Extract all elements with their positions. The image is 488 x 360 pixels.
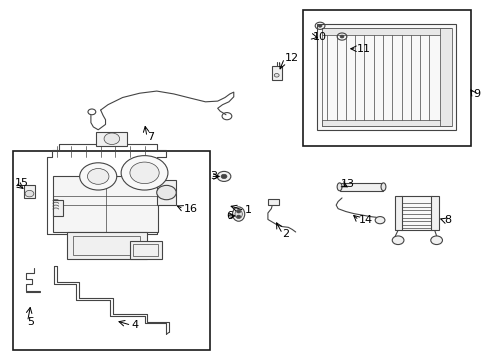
Text: 8: 8	[444, 215, 450, 225]
Text: 9: 9	[473, 89, 480, 99]
Bar	[394, 196, 401, 230]
Bar	[157, 180, 176, 205]
Bar	[267, 199, 278, 205]
Bar	[13, 151, 210, 350]
Circle shape	[25, 190, 34, 197]
Circle shape	[217, 171, 230, 181]
Bar	[96, 132, 127, 146]
Circle shape	[157, 185, 176, 200]
Text: 12: 12	[284, 53, 298, 63]
Text: 10: 10	[312, 32, 326, 41]
Text: 5: 5	[27, 317, 35, 327]
Bar	[66, 232, 147, 259]
Circle shape	[221, 174, 226, 179]
Circle shape	[274, 73, 279, 77]
Bar	[53, 200, 63, 216]
Text: 1: 1	[244, 206, 251, 216]
Bar	[321, 28, 450, 126]
Text: 15: 15	[15, 177, 29, 188]
Text: 6: 6	[225, 211, 232, 221]
Text: 16: 16	[183, 204, 197, 214]
Bar	[339, 183, 383, 191]
Circle shape	[374, 217, 384, 224]
Circle shape	[236, 215, 240, 218]
Circle shape	[121, 156, 167, 190]
Circle shape	[236, 210, 240, 213]
Text: 4: 4	[131, 320, 138, 330]
Ellipse shape	[380, 183, 385, 191]
Bar	[321, 28, 450, 35]
Circle shape	[130, 162, 159, 184]
Bar	[271, 66, 281, 80]
Circle shape	[87, 168, 109, 184]
Bar	[400, 196, 431, 230]
Text: 7: 7	[147, 132, 154, 142]
Bar	[24, 185, 35, 198]
Bar	[133, 244, 158, 256]
Circle shape	[80, 163, 117, 190]
Bar	[73, 235, 140, 255]
Bar	[303, 10, 470, 146]
Ellipse shape	[235, 210, 242, 219]
Circle shape	[430, 236, 442, 244]
Bar	[53, 176, 158, 232]
Bar	[130, 241, 161, 259]
Bar	[321, 120, 450, 126]
Bar	[439, 28, 451, 126]
Circle shape	[339, 35, 343, 38]
Text: 13: 13	[340, 179, 354, 189]
Bar	[316, 24, 455, 130]
Ellipse shape	[336, 183, 341, 191]
Text: 3: 3	[210, 171, 217, 181]
Text: 11: 11	[356, 44, 370, 54]
Circle shape	[104, 133, 120, 144]
Ellipse shape	[232, 207, 244, 221]
Circle shape	[391, 236, 403, 244]
Text: 2: 2	[282, 229, 289, 239]
Bar	[430, 196, 438, 230]
Circle shape	[318, 24, 322, 27]
Text: 14: 14	[358, 215, 372, 225]
